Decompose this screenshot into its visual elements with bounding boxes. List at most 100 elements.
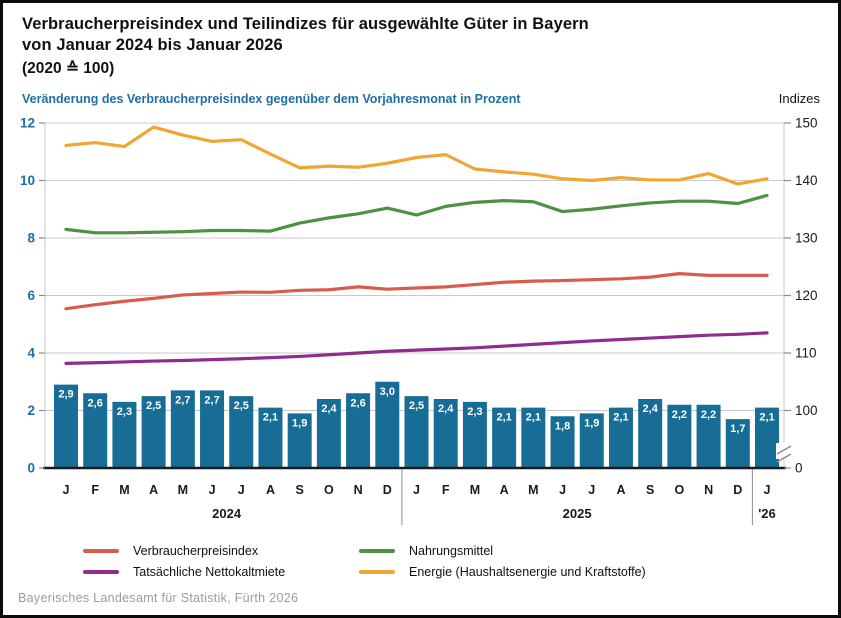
bar [316, 399, 341, 468]
bar-value-label: 1,7 [730, 423, 745, 435]
month-label: M [470, 483, 480, 497]
bar [200, 390, 225, 468]
bar [346, 393, 371, 468]
month-label: N [354, 483, 363, 497]
bar-value-label: 2,2 [701, 409, 716, 421]
legend-item-verbraucherpreisindex: Verbraucherpreisindex [83, 544, 359, 558]
month-label: J [63, 483, 70, 497]
bar [550, 416, 575, 468]
bar [725, 419, 750, 468]
bar [229, 396, 254, 468]
bar-value-label: 3,0 [380, 386, 395, 398]
bar-value-label: 2,1 [526, 412, 541, 424]
bar-value-label: 1,9 [292, 417, 307, 429]
bar [667, 404, 692, 468]
left-tick-label: 4 [27, 346, 35, 361]
axis-break-icon [776, 453, 792, 463]
month-label: A [616, 483, 625, 497]
bar [462, 401, 487, 468]
legend-swatch-verbraucherpreisindex [83, 548, 119, 554]
month-label: D [733, 483, 742, 497]
month-label: N [704, 483, 713, 497]
bar-value-label: 2,3 [467, 406, 482, 418]
bar [696, 404, 721, 468]
bar-value-label: 2,2 [672, 409, 687, 421]
right-tick-label: 150 [795, 116, 818, 131]
bar-value-label: 2,3 [117, 406, 132, 418]
month-label: A [149, 483, 158, 497]
left-tick-label: 12 [20, 116, 35, 131]
legend-item-nettokaltmiete: Tatsächliche Nettokaltmiete [83, 565, 359, 579]
bar-value-label: 2,9 [58, 389, 73, 401]
bar [638, 399, 663, 468]
legend-label: Nahrungsmittel [409, 544, 494, 558]
month-label: F [91, 483, 99, 497]
bar-value-label: 2,5 [409, 400, 424, 412]
bar-value-label: 1,8 [555, 420, 570, 432]
legend-item-nahrungsmittel: Nahrungsmittel [359, 544, 646, 558]
month-label: J [238, 483, 245, 497]
bar-value-label: 2,7 [204, 394, 219, 406]
right-tick-label: 130 [795, 231, 818, 246]
month-label: J [209, 483, 216, 497]
legend-label: Tatsächliche Nettokaltmiete [133, 565, 286, 579]
bar [404, 396, 429, 468]
left-tick-label: 6 [27, 288, 35, 303]
month-label: A [266, 483, 275, 497]
month-label: O [324, 483, 334, 497]
bar [54, 384, 78, 468]
year-label-2025: 2025 [563, 506, 592, 521]
bar [754, 407, 779, 468]
bar [83, 393, 108, 468]
bar-value-label: 2,4 [643, 403, 659, 415]
bar-value-label: 2,5 [146, 400, 161, 412]
left-axis-title: Veränderung des Verbraucherpreisindex ge… [22, 92, 521, 106]
right-axis-title: Indizes [778, 91, 820, 106]
bar-value-label: 2,1 [759, 412, 774, 424]
subtitle-row: Veränderung des Verbraucherpreisindex ge… [22, 91, 820, 106]
month-label: J [413, 483, 420, 497]
month-label: J [559, 483, 566, 497]
footer-credit: Bayerisches Landesamt für Statistik, Für… [18, 591, 299, 605]
left-tick-label: 8 [27, 231, 35, 246]
month-label: D [383, 483, 392, 497]
left-tick-label: 0 [27, 461, 35, 476]
bar-value-label: 2,4 [438, 403, 454, 415]
bar [492, 407, 517, 468]
right-tick-label: 0 [795, 461, 803, 476]
bar [112, 401, 137, 468]
right-tick-label: 120 [795, 288, 818, 303]
chart-canvas: 2,9 2,6 2,3 2,5 2,7 2,7 2,5 2,1 1,9 2,4 2,6 3,0 2,5 2… [20, 116, 818, 525]
bar [375, 381, 400, 468]
right-tick-label: 110 [795, 346, 817, 361]
bar-value-label: 2,4 [321, 403, 337, 415]
month-label: M [528, 483, 538, 497]
series-line-verbraucherpreisindex [64, 272, 769, 311]
bar [287, 413, 312, 468]
bar-value-label: 2,1 [263, 412, 278, 424]
series-line-energie-haushaltsenergie-und-kraftstoffe- [64, 125, 769, 186]
bar [170, 390, 195, 468]
right-tick-label: 100 [795, 403, 818, 418]
chart-title-line2: von Januar 2024 bis Januar 2026 [22, 36, 283, 55]
bar-value-label: 2,1 [613, 412, 628, 424]
chart-title-base-year: (2020 ≙ 100) [22, 59, 115, 77]
month-label: F [442, 483, 450, 497]
title-block: Verbraucherpreisindex und Teilindizes fü… [22, 14, 589, 78]
legend-swatch-nettokaltmiete [83, 569, 119, 575]
month-label: M [119, 483, 129, 497]
month-label: S [295, 483, 303, 497]
axis-break-mask [776, 443, 792, 459]
month-label: O [675, 483, 685, 497]
legend-swatch-nahrungsmittel [359, 548, 395, 554]
month-label: J [764, 483, 771, 497]
legend-label: Energie (Haushaltsenergie und Kraftstoff… [409, 565, 646, 579]
bar [258, 407, 283, 468]
bar [141, 396, 166, 468]
series-line-nahrungsmittel [64, 193, 769, 235]
right-tick-label: 140 [795, 173, 818, 188]
series-line-tats-chliche-nettokaltmiete [64, 331, 769, 365]
legend: Verbraucherpreisindex Nahrungsmittel Tat… [83, 544, 646, 579]
legend-swatch-energie [359, 569, 395, 575]
